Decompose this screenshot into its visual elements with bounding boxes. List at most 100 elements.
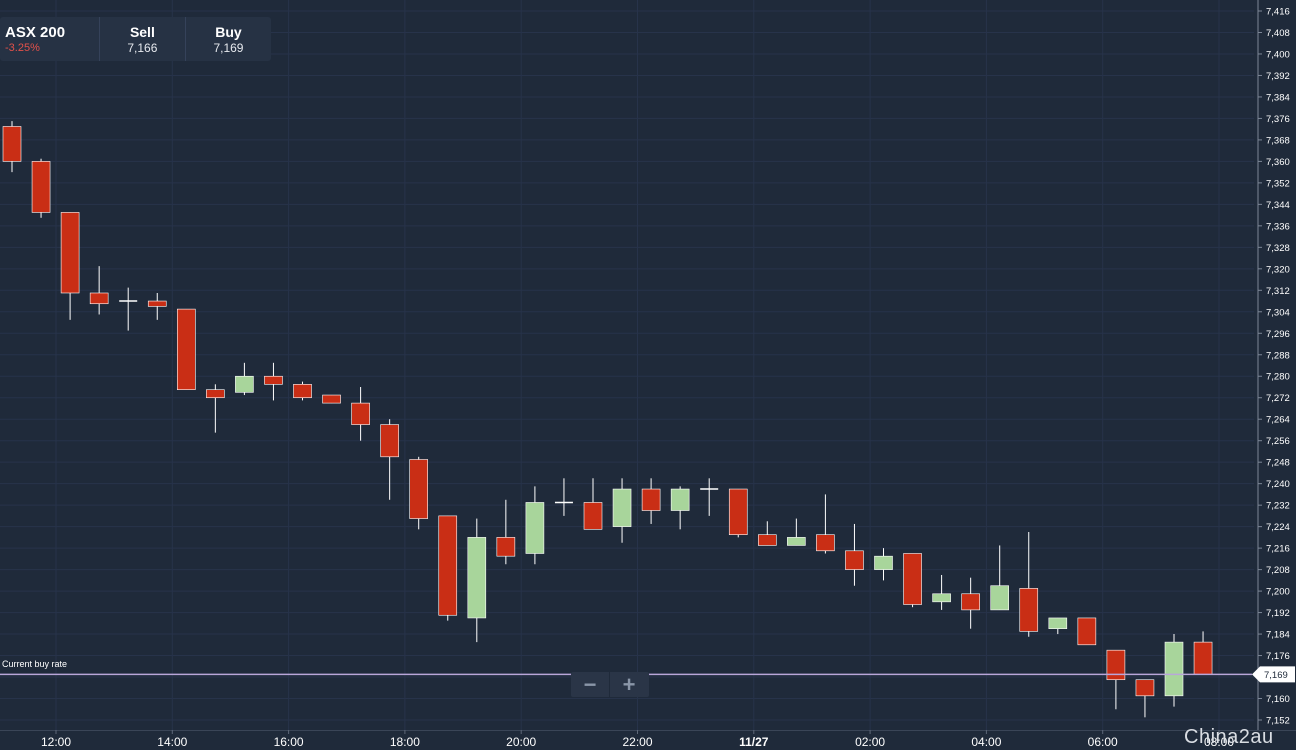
sell-value: 7,166 xyxy=(127,40,158,55)
candle xyxy=(641,478,661,524)
current-rate-tag xyxy=(1252,666,1295,683)
candle xyxy=(119,287,138,331)
y-tick-label: 7,152 xyxy=(1266,716,1290,727)
candle xyxy=(206,384,225,433)
candle-body xyxy=(235,375,254,393)
candle xyxy=(700,478,719,516)
x-tick-label: 02:00 xyxy=(855,735,885,749)
candle-body xyxy=(816,534,835,552)
y-tick-label: 7,368 xyxy=(1266,135,1290,146)
y-tick-label: 7,312 xyxy=(1266,286,1290,297)
candle xyxy=(1135,679,1155,718)
candle xyxy=(351,386,370,441)
candle-body xyxy=(496,537,516,557)
candle xyxy=(147,292,167,320)
instrument-name: ASX 200 xyxy=(5,23,66,41)
y-tick-label: 7,416 xyxy=(1266,7,1290,18)
candle-body xyxy=(1077,617,1097,646)
y-tick-label: 7,320 xyxy=(1266,264,1290,275)
y-tick-label: 7,288 xyxy=(1266,350,1290,361)
x-tick-label: 06:00 xyxy=(1088,735,1118,749)
y-axis: 7,416 7,408 7,400 7,392 7,384 7,376 7,368 7,360… xyxy=(1257,0,1290,730)
y-tick-label: 7,344 xyxy=(1266,200,1290,211)
candle-body xyxy=(293,383,312,399)
candle xyxy=(670,486,690,530)
candle xyxy=(874,548,893,581)
candle xyxy=(961,577,980,629)
candle xyxy=(496,499,516,565)
candle-body xyxy=(409,459,429,519)
y-tick-label: 7,304 xyxy=(1266,307,1290,318)
buy-value: 7,169 xyxy=(213,40,244,55)
y-tick-label: 7,408 xyxy=(1266,28,1290,39)
candle-body xyxy=(467,537,487,619)
y-tick-label: 7,192 xyxy=(1266,608,1290,619)
x-tick-label: 18:00 xyxy=(390,735,420,749)
candle xyxy=(1106,649,1126,710)
candle xyxy=(757,521,777,546)
instrument-change: -3.25% xyxy=(5,41,40,54)
y-tick-label: 7,208 xyxy=(1266,565,1290,576)
candle-body xyxy=(612,488,632,527)
candle-body xyxy=(380,424,399,458)
candle xyxy=(467,518,487,643)
candle-body xyxy=(932,593,951,603)
candle-body xyxy=(757,534,777,546)
candle-body xyxy=(1048,617,1068,629)
candle-body xyxy=(990,585,1010,611)
zoom-controls: − + xyxy=(571,672,649,697)
candle xyxy=(1019,532,1039,637)
y-tick-label: 7,400 xyxy=(1266,49,1290,60)
candle-body xyxy=(1019,588,1039,632)
instrument-info: ASX 200 -3.25% xyxy=(0,17,100,61)
y-tick-label: 7,216 xyxy=(1266,544,1290,555)
candle-body xyxy=(1193,641,1213,675)
zoom-in-button[interactable]: + xyxy=(609,672,648,697)
candle-body xyxy=(961,593,980,611)
x-tick-label: 12:00 xyxy=(41,735,71,749)
y-tick-label: 7,336 xyxy=(1266,221,1290,232)
candle-body xyxy=(1164,641,1184,697)
current-rate-value: 7,169 xyxy=(1264,670,1288,681)
candle xyxy=(89,266,109,315)
watermark: China2au xyxy=(1184,726,1274,748)
x-tick-label: 04:00 xyxy=(971,735,1001,749)
candle-body xyxy=(787,537,806,546)
y-tick-label: 7,280 xyxy=(1266,372,1290,383)
x-tick-label: 08:00 xyxy=(1204,735,1234,749)
x-tick-label: 22:00 xyxy=(622,735,652,749)
candle xyxy=(409,456,429,530)
zoom-out-button[interactable]: − xyxy=(583,671,597,697)
y-tick-label: 7,184 xyxy=(1266,630,1290,641)
y-tick-label: 7,352 xyxy=(1266,178,1290,189)
candle xyxy=(235,362,254,396)
candle-body xyxy=(206,389,225,399)
y-tick-label: 7,360 xyxy=(1266,157,1290,168)
y-tick-label: 7,248 xyxy=(1266,458,1290,469)
candle-body xyxy=(728,488,748,535)
candle xyxy=(1048,617,1068,635)
x-axis: 12:00 14:00 16:00 18:00 20:00 22:00 11/27 02:00… xyxy=(0,730,1296,749)
x-tick-label: 11/27 xyxy=(739,735,769,749)
y-tick-label: 7,232 xyxy=(1266,501,1290,512)
sell-label: Sell xyxy=(129,23,155,40)
candle xyxy=(380,419,399,500)
current-buy-rate-label: Current buy rate xyxy=(2,659,68,669)
candle xyxy=(1193,631,1213,675)
candle xyxy=(438,515,458,621)
candle xyxy=(293,381,312,401)
y-tick-label: 7,160 xyxy=(1266,694,1290,705)
candle xyxy=(2,121,22,173)
y-tick-label: 7,328 xyxy=(1266,243,1290,254)
candle-body xyxy=(177,308,196,390)
candle-body xyxy=(438,515,458,616)
buy-button[interactable]: Buy 7,169 xyxy=(186,17,271,61)
candle-body xyxy=(89,292,109,305)
buy-label: Buy xyxy=(215,23,242,40)
candle-body xyxy=(322,394,341,404)
candle xyxy=(554,478,573,516)
y-tick-label: 7,272 xyxy=(1266,393,1290,404)
candle xyxy=(583,478,603,530)
sell-button[interactable]: Sell 7,166 xyxy=(100,17,186,61)
